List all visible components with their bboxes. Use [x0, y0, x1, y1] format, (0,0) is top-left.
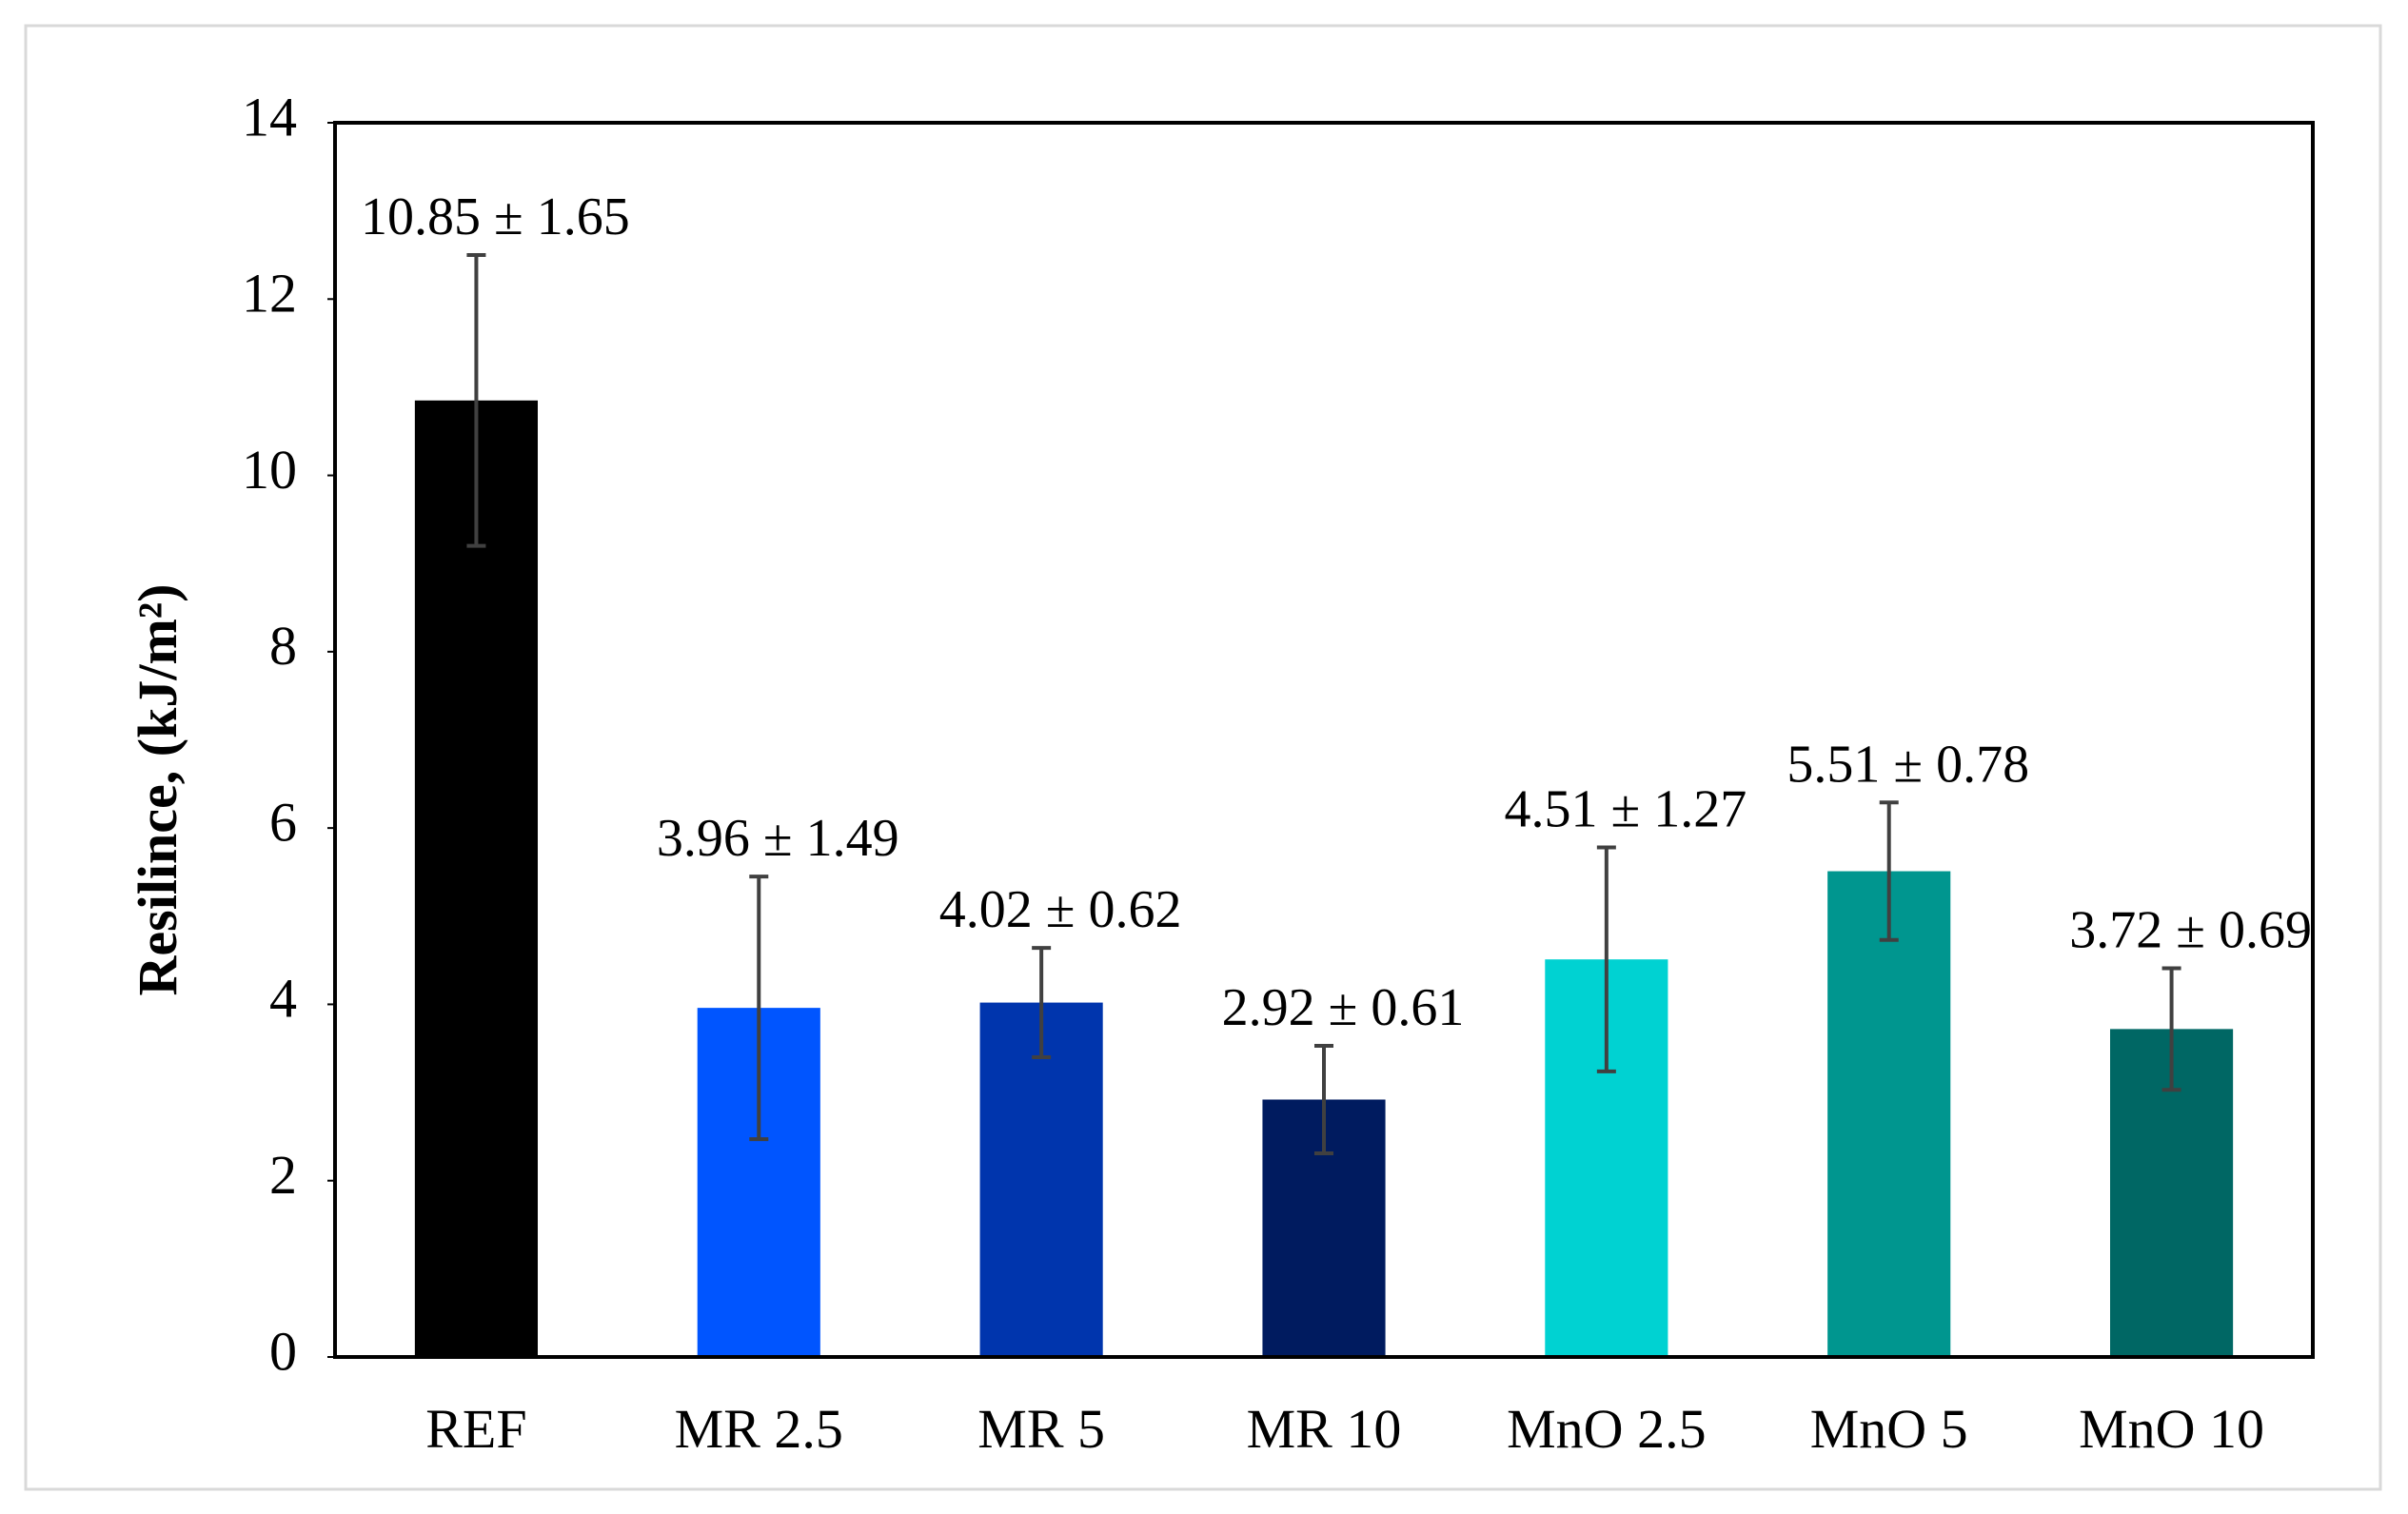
value-label: 3.96 ± 1.49: [657, 809, 899, 868]
value-label: 5.51 ± 0.78: [1786, 735, 2029, 794]
y-tick-label: 10: [242, 439, 297, 501]
y-tick-label: 0: [269, 1320, 297, 1382]
y-tick-label: 4: [269, 968, 297, 1030]
y-tick-label: 14: [242, 86, 297, 147]
x-tick-label: MnO 5: [1810, 1398, 1968, 1460]
bar: [414, 400, 538, 1357]
value-label: 2.92 ± 0.61: [1222, 978, 1465, 1037]
y-tick-label: 2: [269, 1144, 297, 1206]
bar: [1827, 871, 1951, 1357]
value-label: 4.51 ± 1.27: [1504, 780, 1747, 839]
x-tick-label: MR 10: [1247, 1398, 1402, 1460]
bar: [979, 1002, 1103, 1357]
plot-frame: [333, 121, 2315, 1359]
x-tick-label: MR 2.5: [675, 1398, 843, 1460]
value-label: 3.72 ± 0.69: [2069, 900, 2312, 959]
value-label: 4.02 ± 0.62: [939, 880, 1182, 939]
y-tick-label: 6: [269, 791, 297, 853]
value-label: 10.85 ± 1.65: [361, 187, 630, 246]
y-tick-label: 8: [269, 615, 297, 677]
y-tick-label: 12: [242, 263, 297, 324]
y-axis-label: Resilince, (kJ/m²): [127, 584, 188, 996]
x-tick-label: REF: [425, 1398, 526, 1460]
x-tick-label: MnO 2.5: [1507, 1398, 1706, 1460]
x-tick-label: MnO 10: [2079, 1398, 2264, 1460]
x-tick-label: MR 5: [977, 1398, 1105, 1460]
